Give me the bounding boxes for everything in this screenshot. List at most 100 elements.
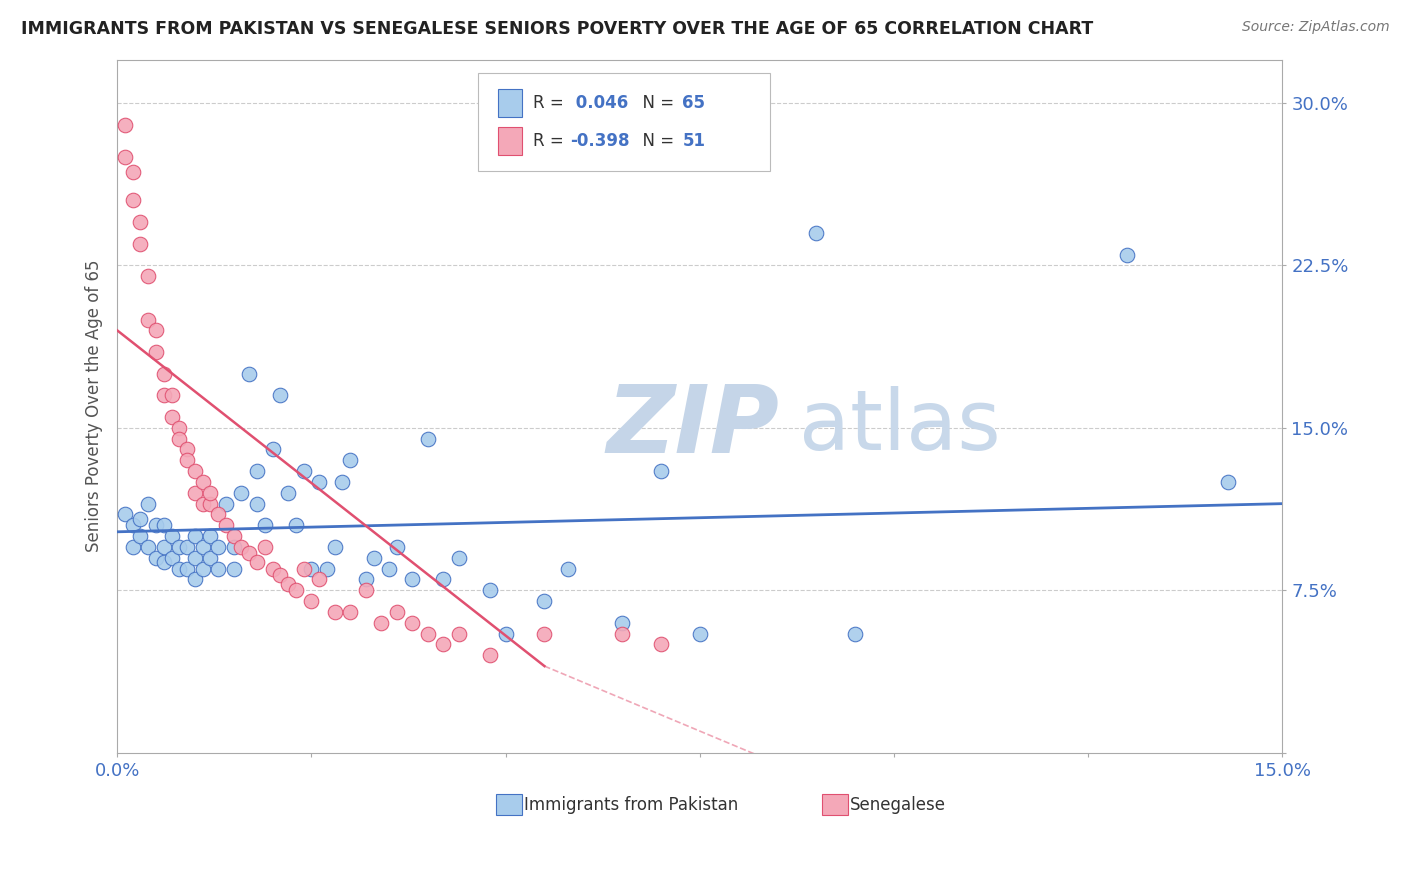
Point (339, 453, 361, 467)
Point (246, 555, 269, 569)
Point (121, 165, 143, 179)
Point (277, 576, 299, 591)
Point (650, 637, 672, 651)
Point (152, 388, 174, 402)
Point (200, 497, 222, 511)
Point (447, 626, 470, 640)
Point (169, 561, 191, 575)
Point (114, 118, 136, 132)
Point (114, 150, 136, 164)
Point (215, 518, 238, 533)
Text: 0.046: 0.046 (571, 95, 628, 112)
Point (354, 573, 377, 587)
Point (222, 561, 245, 575)
Point (231, 485, 253, 500)
Point (308, 573, 330, 587)
Point (299, 594, 322, 608)
Point (1116, 247, 1139, 261)
Point (385, 605, 408, 619)
Point (129, 215, 152, 229)
Point (533, 594, 555, 608)
Text: 51: 51 (682, 132, 706, 150)
Text: atlas: atlas (799, 386, 1001, 467)
Point (323, 540, 346, 554)
Point (253, 518, 276, 533)
Text: Immigrants from Pakistan: Immigrants from Pakistan (524, 796, 738, 814)
Point (160, 409, 183, 424)
Point (432, 637, 454, 651)
Point (215, 497, 238, 511)
Point (269, 568, 291, 582)
Text: Source: ZipAtlas.com: Source: ZipAtlas.com (1241, 20, 1389, 34)
Point (129, 236, 152, 251)
Point (292, 561, 315, 575)
Point (416, 626, 439, 640)
Point (176, 540, 198, 554)
Point (136, 312, 159, 326)
Point (160, 388, 183, 402)
Point (207, 508, 229, 522)
Y-axis label: Seniors Poverty Over the Age of 65: Seniors Poverty Over the Age of 65 (86, 260, 103, 552)
Point (176, 442, 198, 457)
Point (184, 464, 207, 478)
Point (650, 464, 672, 478)
Point (246, 464, 269, 478)
Point (323, 605, 346, 619)
Point (689, 626, 711, 640)
Point (479, 648, 502, 663)
Point (557, 561, 579, 575)
Point (184, 485, 207, 500)
Point (160, 529, 183, 543)
Text: -0.398: -0.398 (571, 132, 630, 150)
Point (152, 555, 174, 569)
Point (1216, 475, 1239, 489)
Point (129, 512, 152, 526)
Point (385, 540, 408, 554)
Point (238, 546, 260, 560)
Point (191, 475, 214, 489)
Point (184, 529, 207, 543)
Point (129, 529, 152, 543)
Point (169, 540, 191, 554)
Text: R =: R = (533, 132, 569, 150)
Point (370, 615, 392, 630)
Point (145, 323, 167, 337)
Point (378, 561, 401, 575)
Point (191, 497, 214, 511)
Point (479, 583, 502, 598)
Point (200, 550, 222, 565)
Point (121, 518, 143, 533)
Point (121, 540, 143, 554)
Point (316, 561, 339, 575)
Point (200, 529, 222, 543)
Point (339, 605, 361, 619)
Point (533, 626, 555, 640)
Point (284, 518, 307, 533)
Point (160, 550, 183, 565)
Text: ZIP: ZIP (606, 381, 779, 473)
Point (184, 573, 207, 587)
Text: N =: N = (633, 95, 679, 112)
Point (207, 540, 229, 554)
Point (222, 529, 245, 543)
Point (231, 540, 253, 554)
Point (308, 475, 330, 489)
Text: Senegalese: Senegalese (851, 796, 946, 814)
Point (292, 464, 315, 478)
Point (114, 508, 136, 522)
Point (806, 226, 828, 240)
Point (222, 540, 245, 554)
Point (207, 561, 229, 575)
Point (284, 583, 307, 598)
Point (262, 442, 284, 457)
Point (447, 550, 470, 565)
Text: N =: N = (633, 132, 679, 150)
Point (610, 615, 633, 630)
Point (145, 550, 167, 565)
Point (495, 626, 517, 640)
Point (145, 345, 167, 359)
Point (354, 583, 377, 598)
Point (332, 475, 354, 489)
Point (262, 561, 284, 575)
Point (299, 561, 322, 575)
